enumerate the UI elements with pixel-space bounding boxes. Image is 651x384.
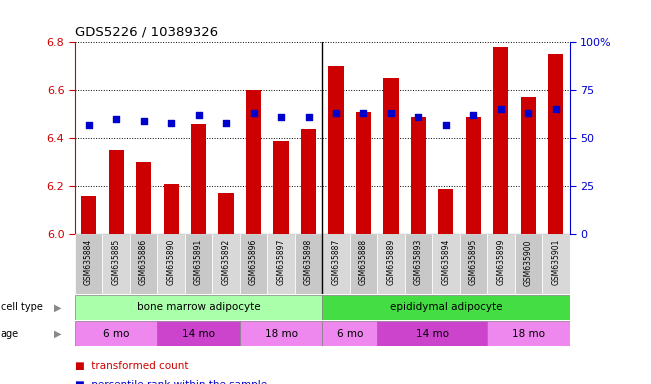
Bar bbox=[487, 234, 515, 294]
Bar bbox=[75, 295, 322, 320]
Bar bbox=[521, 98, 536, 234]
Bar bbox=[405, 234, 432, 294]
Bar bbox=[240, 321, 322, 346]
Text: 14 mo: 14 mo bbox=[416, 328, 449, 339]
Bar bbox=[109, 150, 124, 234]
Text: GSM635896: GSM635896 bbox=[249, 239, 258, 285]
Bar bbox=[487, 321, 570, 346]
Point bbox=[303, 114, 314, 120]
Point bbox=[441, 122, 451, 128]
Point bbox=[83, 122, 94, 128]
Text: GSM635893: GSM635893 bbox=[414, 239, 423, 285]
Bar bbox=[246, 90, 261, 234]
Bar bbox=[268, 234, 295, 294]
Text: 18 mo: 18 mo bbox=[264, 328, 298, 339]
Text: ■  transformed count: ■ transformed count bbox=[75, 361, 188, 371]
Text: GSM635897: GSM635897 bbox=[277, 239, 286, 285]
Bar bbox=[542, 234, 570, 294]
Bar bbox=[185, 234, 212, 294]
Text: GSM635901: GSM635901 bbox=[551, 239, 561, 285]
Point bbox=[139, 118, 149, 124]
Point bbox=[358, 110, 368, 116]
Bar bbox=[158, 321, 240, 346]
Bar bbox=[432, 234, 460, 294]
Bar bbox=[322, 234, 350, 294]
Text: GSM635888: GSM635888 bbox=[359, 239, 368, 285]
Bar bbox=[322, 321, 377, 346]
Text: epididymal adipocyte: epididymal adipocyte bbox=[390, 302, 502, 313]
Bar bbox=[322, 295, 570, 320]
Bar bbox=[377, 234, 405, 294]
Text: GSM635895: GSM635895 bbox=[469, 239, 478, 285]
Bar bbox=[301, 129, 316, 234]
Point bbox=[166, 120, 176, 126]
Point bbox=[386, 110, 396, 116]
Bar bbox=[130, 234, 158, 294]
Text: 6 mo: 6 mo bbox=[103, 328, 130, 339]
Point bbox=[495, 106, 506, 113]
Point bbox=[193, 112, 204, 118]
Point bbox=[331, 110, 341, 116]
Bar bbox=[75, 321, 158, 346]
Bar bbox=[81, 196, 96, 234]
Bar bbox=[158, 234, 185, 294]
Bar bbox=[102, 234, 130, 294]
Text: GSM635884: GSM635884 bbox=[84, 239, 93, 285]
Bar bbox=[240, 234, 268, 294]
Text: cell type: cell type bbox=[1, 302, 42, 313]
Point bbox=[248, 110, 258, 116]
Bar bbox=[548, 54, 564, 234]
Point bbox=[276, 114, 286, 120]
Point bbox=[413, 114, 424, 120]
Text: ▶: ▶ bbox=[54, 302, 62, 313]
Bar bbox=[515, 234, 542, 294]
Text: GSM635900: GSM635900 bbox=[524, 239, 533, 285]
Bar bbox=[75, 234, 102, 294]
Bar bbox=[377, 321, 487, 346]
Bar bbox=[438, 189, 454, 234]
Bar bbox=[328, 66, 344, 234]
Text: GSM635889: GSM635889 bbox=[387, 239, 395, 285]
Text: GDS5226 / 10389326: GDS5226 / 10389326 bbox=[75, 25, 218, 38]
Text: age: age bbox=[1, 328, 19, 339]
Point bbox=[111, 116, 121, 122]
Bar bbox=[466, 117, 481, 234]
Text: ▶: ▶ bbox=[54, 328, 62, 339]
Text: GSM635894: GSM635894 bbox=[441, 239, 450, 285]
Text: ■  percentile rank within the sample: ■ percentile rank within the sample bbox=[75, 380, 267, 384]
Bar bbox=[212, 234, 240, 294]
Text: GSM635899: GSM635899 bbox=[497, 239, 505, 285]
Bar bbox=[295, 234, 322, 294]
Text: GSM635892: GSM635892 bbox=[221, 239, 230, 285]
Text: GSM635891: GSM635891 bbox=[194, 239, 203, 285]
Bar bbox=[273, 141, 288, 234]
Bar bbox=[219, 194, 234, 234]
Bar bbox=[350, 234, 377, 294]
Bar bbox=[411, 117, 426, 234]
Point bbox=[523, 110, 534, 116]
Text: GSM635885: GSM635885 bbox=[111, 239, 120, 285]
Bar bbox=[191, 124, 206, 234]
Point bbox=[468, 112, 478, 118]
Bar bbox=[460, 234, 487, 294]
Point bbox=[221, 120, 231, 126]
Text: 18 mo: 18 mo bbox=[512, 328, 545, 339]
Bar bbox=[383, 78, 398, 234]
Text: GSM635890: GSM635890 bbox=[167, 239, 176, 285]
Text: GSM635887: GSM635887 bbox=[331, 239, 340, 285]
Text: GSM635886: GSM635886 bbox=[139, 239, 148, 285]
Point bbox=[551, 106, 561, 113]
Text: bone marrow adipocyte: bone marrow adipocyte bbox=[137, 302, 260, 313]
Text: GSM635898: GSM635898 bbox=[304, 239, 313, 285]
Bar bbox=[356, 112, 371, 234]
Bar bbox=[493, 47, 508, 234]
Bar bbox=[136, 162, 151, 234]
Bar bbox=[163, 184, 178, 234]
Text: 6 mo: 6 mo bbox=[337, 328, 363, 339]
Text: 14 mo: 14 mo bbox=[182, 328, 215, 339]
